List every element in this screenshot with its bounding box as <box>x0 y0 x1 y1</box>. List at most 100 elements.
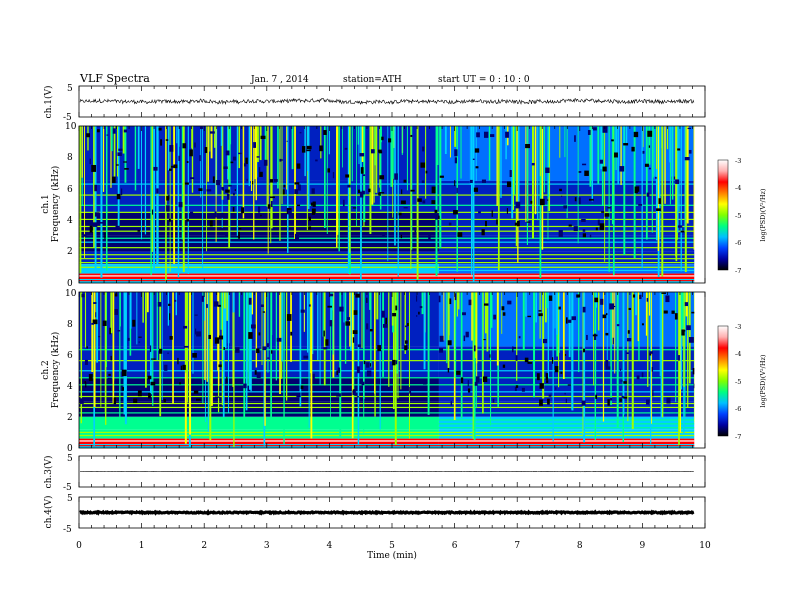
ch1-sferic-streak <box>110 126 112 188</box>
ch1-sferic-streak <box>228 126 231 187</box>
ch2-speckle <box>377 345 381 352</box>
ch1-speckle <box>684 157 690 161</box>
ch2-sferic-streak <box>285 292 288 401</box>
ch2-speckle <box>346 317 350 320</box>
ch1-sferic-streak <box>526 126 528 245</box>
ch1-sferic-streak <box>410 126 412 269</box>
ch2-sferic-streak <box>687 292 689 408</box>
ch1-sferic-streak <box>238 126 240 169</box>
ch1-speckle <box>270 196 275 199</box>
ch2-speckle <box>405 340 408 344</box>
ch2-speckle <box>266 343 269 348</box>
ch1-speckle <box>634 186 638 194</box>
ch1-sferic-streak <box>167 126 170 171</box>
ch1-band-segment <box>438 212 695 236</box>
ch2-speckle <box>110 355 112 361</box>
ch2-sferic-streak <box>228 292 229 414</box>
ch2-narrowband-line <box>79 395 695 398</box>
ch2-speckle <box>195 328 197 335</box>
ch2-sferic-streak <box>309 292 311 374</box>
ch2-speckle <box>636 375 640 380</box>
ch2-sferic-streak <box>251 292 254 315</box>
ch2-sferic-streak <box>185 292 187 374</box>
ch1-sferic-streak <box>87 126 89 151</box>
ch1-speckle <box>234 189 236 191</box>
ch2-speckle <box>460 377 464 384</box>
ch1-speckle <box>595 227 598 231</box>
ch1-speckle <box>117 152 122 157</box>
ch1-narrowband-line <box>79 261 695 264</box>
ch1-speckle <box>327 168 331 173</box>
ch1-sferic-streak <box>449 126 451 158</box>
ch2-narrowband-line <box>79 377 695 379</box>
ch1-speckle <box>655 176 657 179</box>
ch2-speckle <box>512 346 514 353</box>
ch2-sferic-streak <box>156 292 158 361</box>
ch1-speckle <box>319 145 323 152</box>
ch2-speckle <box>627 338 632 342</box>
ch1-speckle <box>456 187 458 194</box>
ch2-speckle <box>665 295 670 303</box>
ch1-sferic-streak <box>615 126 617 159</box>
ch1-speckle <box>124 168 129 170</box>
ch1-speckle <box>454 157 458 164</box>
ch2-sferic-streak <box>119 292 121 426</box>
ch1-no-data-region <box>694 126 705 283</box>
ch1-sferic-streak <box>512 126 514 210</box>
ch1-sferic-streak <box>202 126 204 274</box>
ch1-speckle <box>347 184 351 188</box>
ch1-spec-ytick-8: 8 <box>67 153 73 163</box>
ch2-sferic-streak <box>142 292 144 323</box>
ch2-speckle <box>114 309 118 315</box>
ch1-speckle <box>116 164 119 166</box>
ch2-speckle <box>300 309 305 313</box>
ch2-speckle <box>256 372 261 378</box>
ch2-sferic-streak <box>547 292 549 378</box>
ch1-sferic-streak <box>320 126 322 159</box>
ch2-speckle <box>422 378 427 385</box>
ch2-sferic-streak <box>651 292 653 424</box>
ch1-sferic-streak <box>187 126 189 275</box>
ch4-ytick-bottom: -5 <box>63 525 72 535</box>
ch1-sferic-streak <box>671 126 674 200</box>
ch1-speckle <box>490 134 495 138</box>
ch2-speckle <box>369 363 372 367</box>
ch1-speckle <box>379 192 381 196</box>
ch1-speckle <box>99 222 104 224</box>
ch1-sferic-streak <box>349 126 351 253</box>
ch1-speckle <box>170 165 175 168</box>
station-label: station=ATH <box>343 75 402 85</box>
ch2-speckle <box>404 325 408 328</box>
ch1-sferic-streak <box>253 126 255 240</box>
ch2-speckle <box>610 397 612 401</box>
ch1-speckle <box>169 168 172 171</box>
ch1-speckle <box>294 182 300 185</box>
ch2-speckle <box>586 334 588 341</box>
ch1-speckle <box>137 230 141 232</box>
ch1-speckle <box>267 204 271 209</box>
ch1-speckle <box>178 201 183 208</box>
ch1-speckle <box>439 175 444 178</box>
ch2-speckle <box>438 295 441 303</box>
ch2-speckle <box>366 370 372 377</box>
ch1-speckle <box>253 142 257 148</box>
ch1-sferic-streak <box>416 126 419 280</box>
ch1-sferic-streak <box>266 126 268 207</box>
ch1-speckle <box>189 149 193 157</box>
ch1-speckle <box>168 218 171 222</box>
ch2-speckle <box>168 303 171 306</box>
ch2-speckle <box>352 389 355 392</box>
ch2-speckle <box>691 311 695 314</box>
ch1-sferic-streak <box>626 126 628 144</box>
ch2-sferic-streak <box>310 292 313 439</box>
ch2-speckle <box>213 301 219 307</box>
ch2-sferic-streak <box>474 292 477 359</box>
ch1-speckle <box>476 132 480 138</box>
ch2-narrowband-line <box>79 402 695 405</box>
ch2-narrowband-line <box>79 440 695 442</box>
ch2-speckle <box>337 367 340 374</box>
ch2-speckle <box>565 398 567 403</box>
ch1-speckle <box>515 201 521 209</box>
ch2-speckle <box>620 380 623 382</box>
ch1-sferic-streak <box>559 126 561 158</box>
